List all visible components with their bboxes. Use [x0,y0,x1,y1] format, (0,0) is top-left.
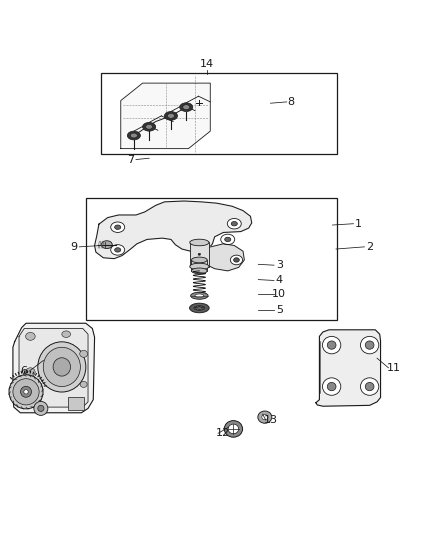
Bar [68,397,84,410]
Ellipse shape [198,253,201,255]
Text: 9: 9 [71,242,78,252]
Text: 6: 6 [20,366,27,376]
Ellipse shape [360,378,379,395]
Polygon shape [13,323,95,413]
Ellipse shape [191,268,207,274]
Polygon shape [193,244,244,271]
Ellipse shape [62,331,71,337]
Ellipse shape [224,421,243,437]
Ellipse shape [21,386,32,397]
Text: 3: 3 [276,260,283,270]
Ellipse shape [195,294,204,297]
Ellipse shape [193,305,206,311]
Ellipse shape [360,336,379,354]
Ellipse shape [327,382,336,391]
Ellipse shape [127,131,141,140]
Ellipse shape [228,424,239,434]
Ellipse shape [231,222,237,226]
Ellipse shape [221,234,235,245]
Ellipse shape [191,257,207,263]
Ellipse shape [131,133,138,138]
Text: 8: 8 [287,97,295,107]
Ellipse shape [24,390,28,394]
Ellipse shape [167,114,174,118]
Ellipse shape [143,123,155,131]
Text: 14: 14 [200,59,214,69]
Text: 1: 1 [355,219,362,229]
Ellipse shape [190,239,209,246]
Ellipse shape [9,375,43,409]
Ellipse shape [327,341,336,349]
Ellipse shape [25,333,35,340]
Text: 5: 5 [276,305,283,315]
Ellipse shape [43,348,81,386]
Text: 12: 12 [216,429,230,438]
Ellipse shape [13,379,39,405]
Ellipse shape [115,225,121,229]
Text: 4: 4 [276,276,283,286]
Ellipse shape [183,105,190,110]
Ellipse shape [38,342,86,392]
Ellipse shape [233,258,239,262]
Ellipse shape [34,401,48,415]
Ellipse shape [115,248,121,252]
Polygon shape [19,328,88,407]
Ellipse shape [190,303,209,313]
Ellipse shape [111,245,125,255]
Text: 2: 2 [366,242,373,252]
Polygon shape [121,83,210,149]
Ellipse shape [25,368,35,376]
Ellipse shape [322,336,341,354]
Text: 11: 11 [387,363,401,373]
Ellipse shape [101,241,112,248]
Text: 7: 7 [127,155,134,165]
Ellipse shape [258,411,272,423]
Ellipse shape [26,394,35,401]
Bar [86,198,337,320]
Ellipse shape [180,103,193,111]
Ellipse shape [38,405,44,411]
Ellipse shape [262,415,268,420]
Ellipse shape [111,222,125,232]
Ellipse shape [164,111,177,120]
Bar [101,73,337,154]
Text: 13: 13 [264,415,278,425]
Ellipse shape [225,237,231,241]
Text: 10: 10 [272,289,286,300]
Ellipse shape [365,341,374,349]
Ellipse shape [230,255,243,265]
Ellipse shape [191,292,208,299]
Polygon shape [95,201,252,259]
Ellipse shape [365,382,374,391]
Ellipse shape [322,378,341,395]
Ellipse shape [227,219,241,229]
Polygon shape [316,330,381,406]
Ellipse shape [80,381,87,387]
Ellipse shape [146,124,152,129]
Ellipse shape [190,263,209,270]
Ellipse shape [53,358,71,376]
Bar [191,260,207,271]
Ellipse shape [80,350,88,357]
Bar [190,243,209,266]
